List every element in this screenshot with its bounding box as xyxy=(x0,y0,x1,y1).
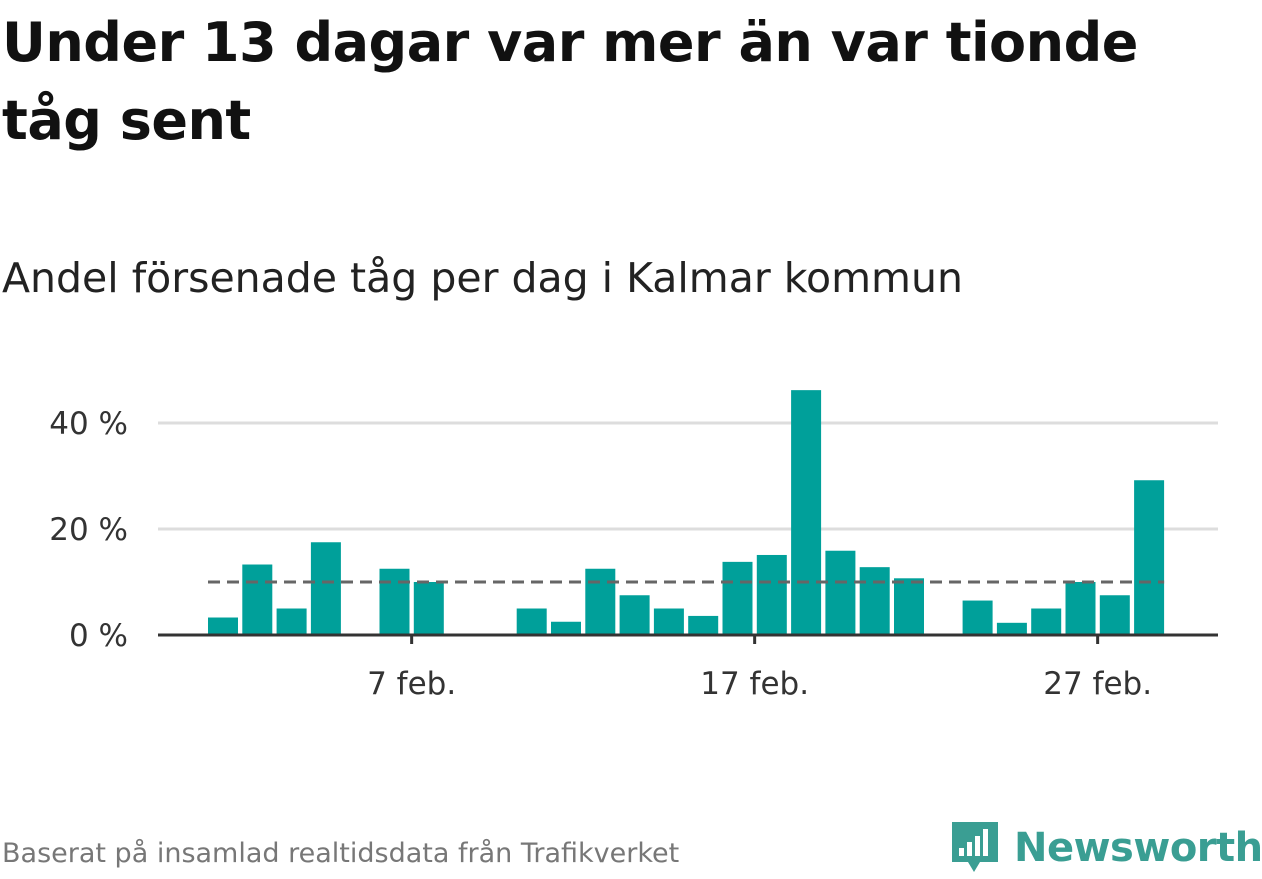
bar xyxy=(722,561,753,635)
bar xyxy=(551,621,581,635)
x-tick-label: 7 feb. xyxy=(367,666,456,702)
bar xyxy=(859,567,890,635)
bar xyxy=(688,615,719,635)
bars xyxy=(208,390,1165,635)
bar xyxy=(653,608,684,635)
bar xyxy=(996,622,1027,635)
bar-chart: 0 % 20 % 40 % 7 feb. 17 feb. 27 feb. xyxy=(49,390,1218,702)
x-tick-label: 27 feb. xyxy=(1043,666,1152,702)
x-axis: 7 feb. 17 feb. 27 feb. xyxy=(158,633,1218,702)
bar xyxy=(379,568,410,635)
gridlines xyxy=(158,421,1218,531)
bar xyxy=(619,595,650,635)
bar xyxy=(791,390,822,635)
bar xyxy=(1099,595,1130,635)
y-tick-label: 20 % xyxy=(49,512,128,548)
bar xyxy=(756,554,787,635)
bar xyxy=(585,568,616,635)
y-axis-labels: 0 % 20 % 40 % xyxy=(49,406,128,654)
bar xyxy=(310,542,341,635)
brand-name: Newsworthy xyxy=(1014,825,1262,871)
bar xyxy=(894,578,924,635)
bar xyxy=(1031,608,1062,635)
y-tick-label: 40 % xyxy=(49,406,128,442)
x-tick-label: 17 feb. xyxy=(700,666,809,702)
bar xyxy=(242,564,273,635)
chart-subtitle: Andel försenade tåg per dag i Kalmar kom… xyxy=(2,254,963,302)
source-note: Baserat på insamlad realtidsdata från Tr… xyxy=(2,838,680,869)
bar xyxy=(208,617,238,635)
bar xyxy=(1134,480,1165,635)
bar xyxy=(413,582,444,635)
chart-title: Under 13 dagar var mer än var tionde tåg… xyxy=(2,11,1138,152)
y-tick-label: 0 % xyxy=(69,618,128,654)
newsworthy-logo-icon xyxy=(952,822,998,872)
bar xyxy=(276,608,307,635)
bar xyxy=(1065,582,1096,635)
newsworthy-logo: Newsworthy xyxy=(950,818,1262,878)
bar xyxy=(825,550,856,635)
bar xyxy=(962,600,993,635)
bar xyxy=(516,608,547,635)
